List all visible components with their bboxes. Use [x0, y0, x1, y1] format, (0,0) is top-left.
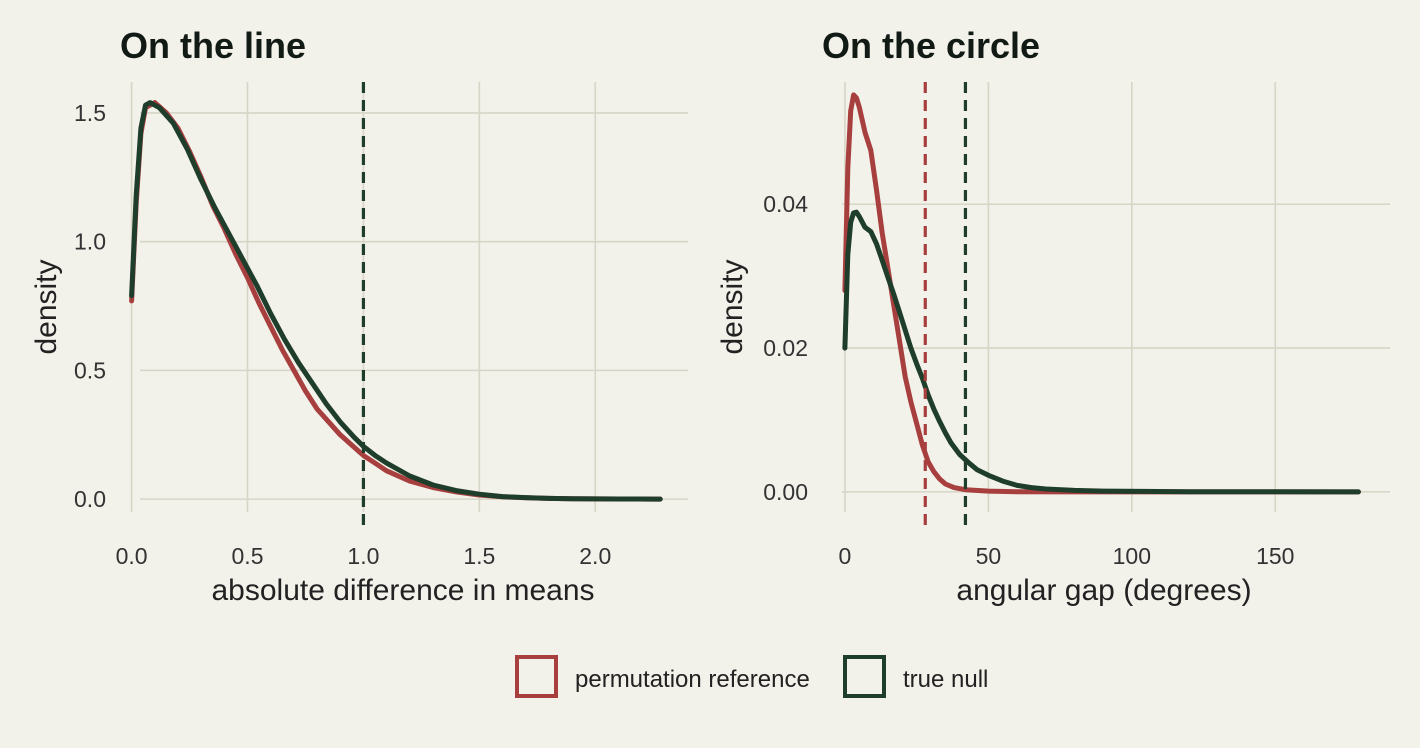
- y-tick-label: 0.04: [763, 191, 808, 217]
- legend-label: true null: [903, 666, 988, 693]
- density-line-permutation-reference: [842, 92, 1361, 495]
- x-tick-label: 1.0: [347, 543, 379, 569]
- y-tick-label: 0.0: [74, 486, 106, 512]
- tick-labels: 0.00 0.02 0.04 0 50 100 150: [763, 191, 1294, 569]
- y-tick-label: 0.02: [763, 335, 808, 361]
- legend: permutation reference true null: [515, 655, 988, 698]
- y-tick-label: 0.00: [763, 479, 808, 505]
- density-line-true-null: [129, 100, 663, 502]
- x-tick-label: 50: [976, 543, 1002, 569]
- panel-on-the-circle: On the circle angular gap (degrees) dens…: [716, 25, 1390, 607]
- legend-label: permutation reference: [575, 666, 810, 693]
- panel-on-the-line: On the line absolute difference in means…: [30, 25, 688, 607]
- x-tick-label: 2.0: [579, 543, 611, 569]
- y-tick-label: 0.5: [74, 357, 106, 383]
- tick-labels: 0.0 0.5 1.0 1.5 0.0 0.5 1.0 1.5 2.0: [74, 100, 611, 569]
- x-axis-title: absolute difference in means: [211, 574, 594, 607]
- series-layer: [842, 92, 1361, 495]
- x-tick-label: 1.5: [463, 543, 495, 569]
- y-tick-label: 1.5: [74, 100, 106, 126]
- legend-item-permutation-reference: permutation reference: [515, 655, 810, 698]
- panel-title: On the circle: [822, 25, 1040, 66]
- legend-key-true-null: [843, 655, 886, 698]
- legend-item-true-null: true null: [843, 655, 988, 698]
- x-tick-label: 100: [1113, 543, 1151, 569]
- x-axis-title: angular gap (degrees): [956, 574, 1251, 607]
- series-layer: [129, 100, 663, 502]
- legend-key-permutation: [515, 655, 558, 698]
- y-tick-label: 1.0: [74, 229, 106, 255]
- x-tick-label: 0.5: [232, 543, 264, 569]
- y-axis-title: density: [30, 259, 63, 354]
- reference-lines: [923, 82, 968, 532]
- density-line-true-null: [842, 209, 1361, 495]
- x-tick-label: 0: [839, 543, 852, 569]
- panel-title: On the line: [120, 25, 306, 66]
- x-tick-label: 0.0: [116, 543, 148, 569]
- x-tick-label: 150: [1256, 543, 1294, 569]
- y-axis-title: density: [716, 259, 749, 354]
